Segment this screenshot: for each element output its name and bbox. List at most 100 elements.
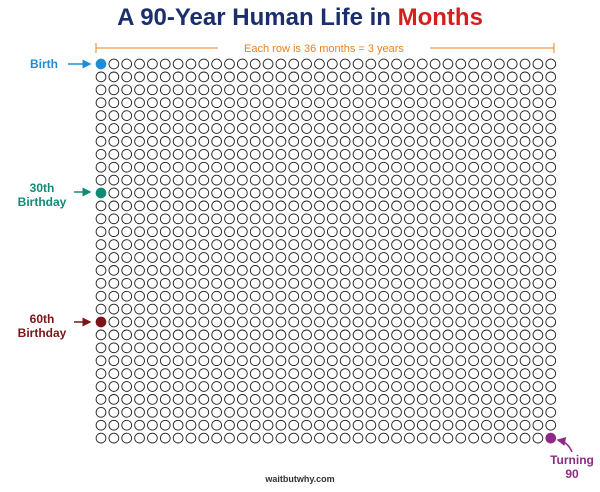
month-circle [288,71,300,83]
month-circle [455,394,467,405]
month-circle [519,174,531,186]
month-circle [326,84,338,96]
month-circle [211,329,223,341]
month-circle [249,316,261,328]
month-circle [481,187,492,199]
month-circle [545,148,557,160]
month-circle [249,239,261,250]
month-circle [134,187,145,199]
month-circle [455,58,467,70]
month-circle [365,136,377,147]
month-circle [288,381,300,392]
month-circle [211,406,223,418]
month-circle [237,174,248,186]
month-circle [237,239,248,250]
month-circle [95,148,107,160]
month-circle [159,200,171,212]
month-circle [481,226,492,238]
month-circle [429,84,441,96]
month-circle [494,84,505,96]
month-circle [121,226,133,238]
month-circle [172,84,184,96]
month-circle [211,200,223,212]
month-circle [172,290,184,302]
month-circle [198,97,210,109]
month-circle [391,290,402,302]
month-circle [288,316,300,328]
month-circle [416,84,428,96]
month-circle [352,381,364,392]
month-circle [121,277,133,289]
month-circle [249,303,261,315]
month-circle [314,329,325,341]
ninety-arrow [556,437,573,453]
month-circle [468,368,480,379]
month-circle [365,368,377,379]
month-circle [224,110,235,121]
month-circle [301,226,312,238]
month-circle [211,239,223,250]
month-circle [134,71,145,83]
month-circle [532,200,544,212]
month-circle [198,161,210,173]
month-circle [404,71,415,83]
month-circle [326,148,338,160]
month-circle [95,381,107,392]
month-circle [147,213,158,225]
month-circle [172,355,184,367]
month-circle [506,148,518,160]
month-circle [532,174,544,186]
month-circle [211,110,223,121]
month-circle [108,277,120,289]
month-circle [147,161,158,173]
month-circle [224,277,235,289]
month-circle [455,71,467,83]
month-circle [224,265,235,276]
month-circle [429,277,441,289]
month-circle [506,97,518,109]
month-circle [288,290,300,302]
month-circle [108,213,120,225]
month-circle [159,161,171,173]
month-circle [339,71,351,83]
month-circle [404,355,415,367]
month-circle [301,329,312,341]
month-circle [211,58,223,70]
month-circle [95,213,107,225]
month-circle [211,316,223,328]
month-circle [391,316,402,328]
month-circle [365,316,377,328]
month-circle [455,84,467,96]
month-circle [185,406,197,418]
month-circle [301,252,312,263]
month-circle [301,58,312,70]
month-circle [468,71,480,83]
month-circle [275,355,287,367]
month-circle [468,110,480,121]
month-circle [134,213,145,225]
month-circle [237,161,248,173]
month-circle [391,213,402,225]
month-circle [249,226,261,238]
month-circle [159,252,171,263]
month-circle [224,187,235,199]
month-circle [275,394,287,405]
month-circle [339,200,351,212]
month-circle [416,432,428,444]
month-circle [429,342,441,354]
month-circle [494,97,505,109]
month-circle [532,97,544,109]
month-circle [404,329,415,341]
month-circle [275,123,287,134]
month-circle [378,174,390,186]
month-circle [519,381,531,392]
month-circle [249,187,261,199]
month-circle [455,123,467,134]
month-circle [301,200,312,212]
month-circle [545,97,557,109]
month-circle [352,148,364,160]
month-circle [172,303,184,315]
month-circle [249,355,261,367]
month-circle [314,277,325,289]
month-circle [352,368,364,379]
